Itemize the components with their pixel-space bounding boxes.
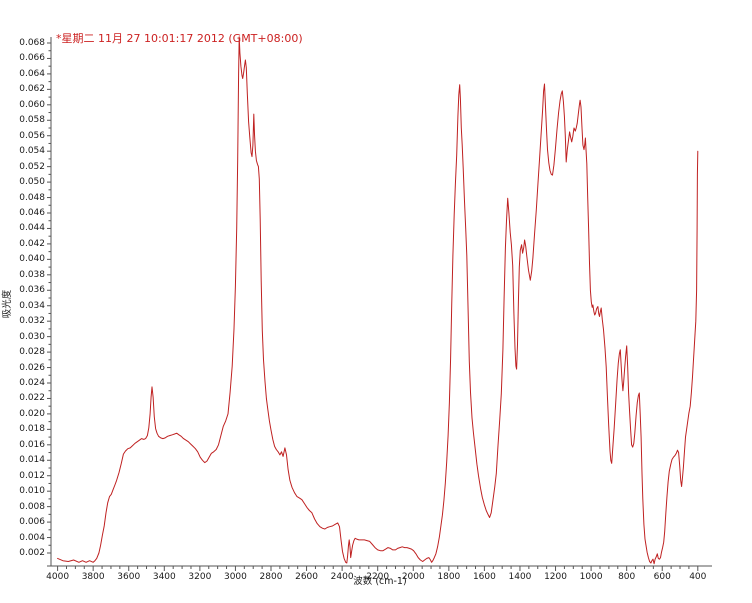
xtick-label: 1800: [437, 572, 461, 582]
ytick-label: 0.032: [19, 316, 45, 327]
x-axis-label: 波数 (cm-1): [353, 576, 407, 587]
xtick-label: 3400: [152, 572, 176, 582]
ytick-label: 0.052: [19, 161, 45, 172]
ytick-label: 0.054: [19, 146, 45, 157]
ytick-label: 0.036: [19, 285, 45, 296]
ytick-label: 0.016: [19, 439, 45, 450]
xtick-label: 3800: [81, 572, 105, 582]
ytick-label: 0.058: [19, 115, 45, 126]
xtick-label: 1000: [579, 572, 603, 582]
ytick-label: 0.056: [19, 130, 45, 141]
ytick-label: 0.030: [19, 331, 45, 342]
ytick-label: 0.062: [19, 84, 45, 95]
ytick-label: 0.012: [19, 470, 45, 481]
ytick-label: 0.042: [19, 238, 45, 249]
ytick-label: 0.028: [19, 347, 45, 358]
ytick-label: 0.018: [19, 424, 45, 435]
ytick-label: 0.020: [19, 408, 45, 419]
xtick-label: 1200: [544, 572, 567, 582]
xtick-label: 1600: [472, 572, 496, 582]
ytick-label: 0.002: [19, 548, 45, 558]
ytick-label: 0.050: [19, 177, 45, 188]
xtick-label: 4000: [46, 572, 70, 582]
xtick-label: 2400: [330, 572, 354, 582]
xtick-label: 800: [618, 572, 636, 582]
xtick-label: 2200: [366, 572, 390, 582]
ytick-label: 0.046: [19, 208, 45, 218]
spectrum-title: *星期二 11月 27 10:01:17 2012 (GMT+08:00): [56, 32, 303, 45]
ytick-label: 0.024: [19, 378, 45, 388]
ytick-label: 0.022: [19, 393, 45, 404]
xtick-label: 1400: [508, 572, 532, 582]
spectrum-curve: [57, 36, 699, 565]
ytick-label: 0.038: [19, 269, 45, 280]
xtick-label: 2600: [295, 572, 319, 582]
ytick-label: 0.008: [19, 501, 45, 512]
ytick-label: 0.044: [19, 223, 45, 234]
xtick-label: 3200: [188, 572, 212, 582]
ytick-label: 0.004: [19, 532, 45, 543]
xtick-label: 3600: [117, 572, 141, 582]
ytick-label: 0.014: [19, 455, 45, 466]
ytick-label: 0.066: [19, 53, 45, 64]
xtick-label: 3000: [223, 572, 247, 582]
ytick-label: 0.060: [19, 99, 45, 110]
ytick-label: 0.034: [19, 300, 45, 311]
xtick-label: 2000: [401, 572, 425, 582]
ytick-label: 0.068: [19, 38, 45, 48]
ytick-label: 0.064: [19, 68, 45, 79]
xtick-label: 2800: [259, 572, 283, 582]
xtick-label: 400: [689, 572, 707, 582]
xtick-label: 600: [653, 572, 671, 582]
ytick-label: 0.040: [19, 254, 45, 265]
ytick-label: 0.010: [19, 486, 45, 497]
ytick-label: 0.048: [19, 192, 45, 203]
ytick-label: 0.006: [19, 517, 45, 528]
ytick-label: 0.026: [19, 362, 45, 373]
